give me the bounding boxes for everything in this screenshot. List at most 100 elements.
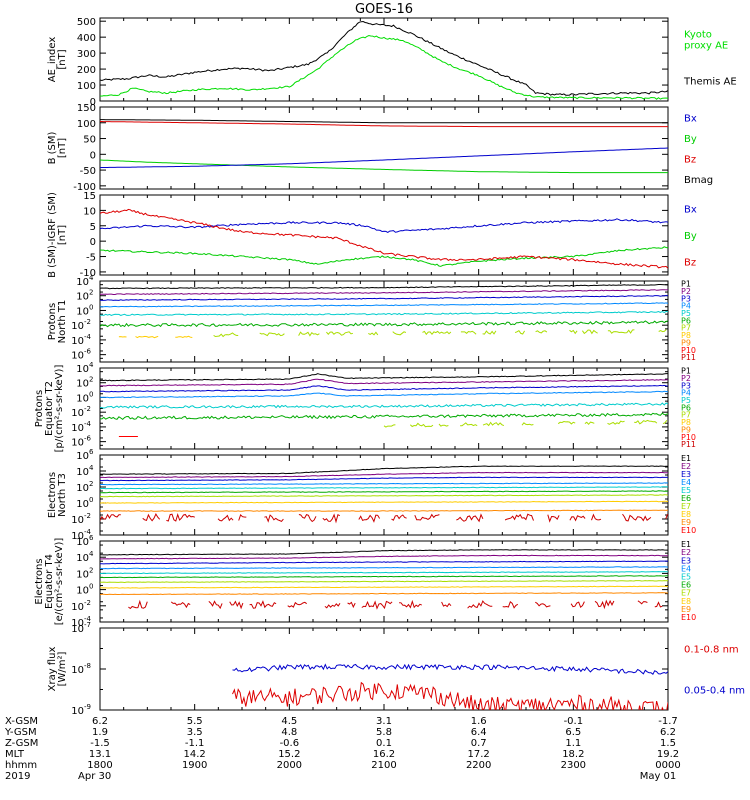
legend-entry: By xyxy=(684,134,697,145)
legend-entry: E6 xyxy=(681,581,691,590)
series-line-e10 xyxy=(622,513,652,522)
series-group xyxy=(100,373,668,437)
ephemeris-value: 1.1 xyxy=(565,738,581,749)
legend-entry: P10 xyxy=(681,433,696,442)
series-line-e1 xyxy=(100,465,668,475)
y-tick-exponent: -2 xyxy=(84,512,91,520)
legend-entry: P8 xyxy=(681,331,691,340)
y-tick-label: 10 xyxy=(76,379,89,390)
y-axis-label: B (SM) xyxy=(47,131,58,164)
y-tick-label: 100 xyxy=(77,81,96,92)
y-tick-label: 10 xyxy=(76,393,89,404)
legend-entry: E9 xyxy=(681,605,691,614)
legend-entry: E3 xyxy=(681,556,691,565)
ephemeris-value: 4.8 xyxy=(281,727,297,738)
y-tick-label: 0 xyxy=(90,97,96,108)
y-tick-exponent: 2 xyxy=(89,376,93,384)
series-line-e10 xyxy=(399,599,422,609)
y-tick-exponent: -4 xyxy=(84,615,92,623)
series-line-p1 xyxy=(100,284,668,290)
y-tick-label: -50 xyxy=(80,166,96,177)
series-line-p7 xyxy=(569,329,578,335)
panel-frame xyxy=(99,194,669,276)
legend-entry: E2 xyxy=(681,548,691,557)
ephemeris-value: 15.2 xyxy=(278,749,300,760)
y-tick-label: 10 xyxy=(76,569,89,580)
y-tick-exponent: -9 xyxy=(84,703,91,711)
y-axis-label: [p/(cm²-s-sr-keV)] xyxy=(54,365,65,453)
ephemeris-value: 18.2 xyxy=(562,749,584,760)
ephemeris-value: 2200 xyxy=(466,760,491,771)
y-tick-exponent: 6 xyxy=(89,534,94,542)
series-line-e10 xyxy=(570,601,585,609)
y-tick-label: 10 xyxy=(76,277,89,288)
series-line-e10 xyxy=(535,601,551,608)
legend-entry: P9 xyxy=(681,425,691,434)
ephemeris-value: 2000 xyxy=(277,760,302,771)
ephemeris-value: 1.5 xyxy=(660,738,676,749)
ephemeris-value: 1900 xyxy=(182,760,207,771)
series-line-themis-ae xyxy=(100,20,668,96)
series-line-e6 xyxy=(100,490,668,494)
y-tick-exponent: 0 xyxy=(89,496,93,504)
series-line-p7 xyxy=(557,420,576,425)
y-axis-label: Equator T4 xyxy=(44,554,55,609)
y-axis-label: Electrons xyxy=(47,472,58,518)
series-line-e10 xyxy=(208,600,223,610)
y-tick-label: 10 xyxy=(76,292,89,303)
ephemeris-row-label: X-GSM xyxy=(5,716,38,727)
panel-frame xyxy=(99,17,669,102)
ephemeris-value: -1.1 xyxy=(185,738,205,749)
ephemeris-value: 13.1 xyxy=(89,749,111,760)
y-axis-label: [W/m²] xyxy=(57,651,68,686)
y-tick-label: 0 xyxy=(90,237,96,248)
series-line-e10 xyxy=(467,600,493,609)
y-tick-exponent: 0 xyxy=(89,583,93,591)
series-line-p6 xyxy=(100,320,668,328)
panel-bsm: -100 -50 0 50 100 150 B (SM) [nT] Bx By Bz Bmag xyxy=(47,103,713,193)
ephemeris-value: 19.2 xyxy=(657,749,679,760)
series-line-p7 xyxy=(482,421,505,427)
series-line-e10 xyxy=(456,513,484,523)
series-line-e10 xyxy=(142,513,161,522)
series-line-e3 xyxy=(100,476,668,482)
y-tick-label: 10 xyxy=(71,665,84,676)
series-line-e10 xyxy=(358,514,381,523)
ephemeris-row-label: 2019 xyxy=(5,771,30,782)
series-line-p8 xyxy=(175,335,193,339)
y-tick-label: -5 xyxy=(86,253,96,264)
series-line-p4 xyxy=(100,302,668,308)
legend-entry: P4 xyxy=(681,389,691,398)
ephemeris-value: 5.8 xyxy=(376,727,392,738)
series-line-e10 xyxy=(347,601,356,609)
legend-entry: E10 xyxy=(681,526,696,535)
y-tick-label: 10 xyxy=(71,321,84,332)
legend-entry: E7 xyxy=(681,502,691,511)
legend-entry: 0.1-0.8 nm xyxy=(684,645,739,656)
series-line-p1 xyxy=(100,373,668,382)
series-group xyxy=(100,208,668,269)
legend-entry: P5 xyxy=(681,309,691,318)
y-axis-label: B (SM)-IGRF (SM) xyxy=(47,192,58,278)
series-line-e10 xyxy=(166,512,195,522)
series-line-e9 xyxy=(100,509,668,512)
y-axis-label: [nT] xyxy=(57,138,68,158)
y-axis-label: Electrons xyxy=(34,558,45,604)
legend-entry: Bz xyxy=(684,154,696,165)
y-axis-label: Equator T2 xyxy=(44,381,55,436)
y-axis-label: AE_index xyxy=(47,37,58,83)
ephemeris-row-label: MLT xyxy=(5,749,25,760)
y-tick-label: 10 xyxy=(71,351,84,362)
series-group xyxy=(100,465,668,524)
series-line-e10 xyxy=(654,601,663,608)
ephemeris-row-label: hhmm xyxy=(5,760,37,771)
series-line-e10 xyxy=(287,601,307,608)
series-line-p5 xyxy=(100,310,668,316)
y-axis-label: [nT] xyxy=(57,225,68,245)
y-tick-label: 10 xyxy=(71,438,84,449)
series-line-p7 xyxy=(213,332,239,338)
y-axis-label: North T1 xyxy=(57,300,68,344)
series-line-p7 xyxy=(607,329,635,334)
y-axis-label: Protons xyxy=(47,303,58,340)
